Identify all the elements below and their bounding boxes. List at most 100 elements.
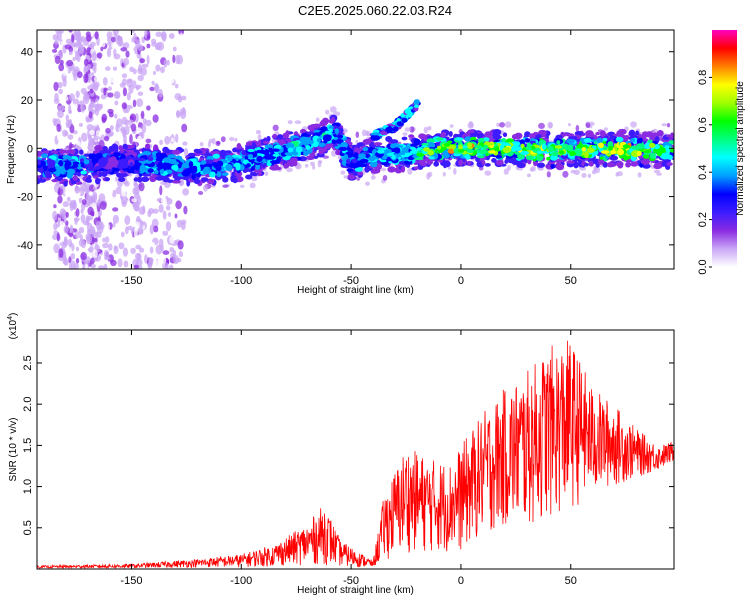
noise-blob [370,175,376,180]
noise-blob [355,131,360,138]
noise-blob [67,134,74,140]
noise-blob [57,109,64,119]
noise-blob [575,124,580,132]
noise-blob [86,34,92,42]
ridge-blob [576,144,585,149]
colorbar-tick-label: 0.6 [697,117,709,132]
noise-blob [69,142,73,150]
noise-blob [272,124,279,131]
line-frame [36,329,675,570]
ridge-blob [173,164,179,171]
noise-blob [97,225,104,234]
ridge-blob [576,131,584,136]
noise-blob [529,167,534,172]
noise-blob [108,243,113,251]
ridge-blob [419,161,427,167]
noise-blob [166,59,170,66]
y-multiplier-close: ) [8,313,19,316]
noise-blob [251,176,258,182]
noise-blob [66,196,71,202]
noise-blob [80,252,87,261]
noise-blob [113,53,121,60]
noise-blob [121,200,127,208]
noise-blob [98,265,105,269]
y-tick-label: 1.0 [22,479,34,494]
ridge-blob [554,145,563,149]
noise-blob [132,99,137,108]
noise-blob [54,40,59,45]
noise-blob [94,75,100,83]
ridge-blob [272,153,280,157]
noise-blob [177,240,184,250]
noise-blob [176,219,182,228]
noise-blob [155,31,163,37]
ridge-blob [309,124,318,129]
noise-blob [152,114,159,123]
noise-blob [53,204,57,209]
noise-blob [94,210,99,219]
ridge-blob [188,161,194,168]
x-tick-label: 50 [565,575,577,587]
noise-blob [52,210,58,221]
noise-blob [136,215,141,223]
ridge-blob [42,150,50,154]
ridge-blob [354,152,359,157]
ridge-blob [669,148,674,153]
noise-blob [271,138,276,145]
noise-blob [89,184,95,192]
ridge-blob [467,142,473,149]
branch-blob [404,108,412,115]
ridge-blob [566,138,575,144]
noise-blob [182,141,188,146]
noise-blob [93,238,98,242]
noise-blob [62,77,67,88]
ridge-blob [358,153,367,160]
noise-blob [329,106,337,113]
ridge-blob [37,178,41,185]
ridge-blob [212,153,220,159]
ridge-blob [64,160,72,167]
noise-blob [53,230,59,235]
noise-blob [161,32,167,42]
ridge-blob [482,144,488,150]
ridge-blob [643,149,651,154]
noise-blob [220,136,226,143]
ridge-blob [181,162,191,169]
noise-blob [124,215,131,226]
noise-blob [203,184,208,192]
noise-blob [87,73,92,83]
ridge-blob [234,170,243,177]
noise-blob [166,126,173,137]
ridge-blob [630,138,636,143]
noise-blob [160,66,165,74]
ridge-blob [266,156,276,160]
noise-blob [78,239,85,247]
noise-blob [538,167,544,171]
ridge-blob [313,155,319,159]
noise-blob [78,122,83,127]
noise-blob [103,88,107,96]
noise-blob [407,167,413,175]
ridge-blob [443,160,451,168]
noise-blob [92,249,98,258]
ridge-blob [414,166,419,170]
ridge-blob [541,143,547,150]
noise-blob [56,123,61,132]
noise-blob [139,58,145,64]
ridge-blob [338,146,348,151]
ridge-blob [328,128,333,134]
ridge-blob [656,149,663,157]
noise-blob [147,261,152,269]
noise-blob [135,85,140,91]
ridge-blob [583,138,592,143]
noise-blob [234,137,238,142]
ridge-blob [37,164,42,169]
noise-blob [124,226,129,235]
ridge-blob [262,140,270,144]
noise-blob [562,170,569,178]
ridge-blob [147,168,154,173]
noise-blob [630,121,637,128]
noise-blob [78,197,83,204]
ridge-blob [247,148,255,153]
noise-blob [70,187,76,194]
